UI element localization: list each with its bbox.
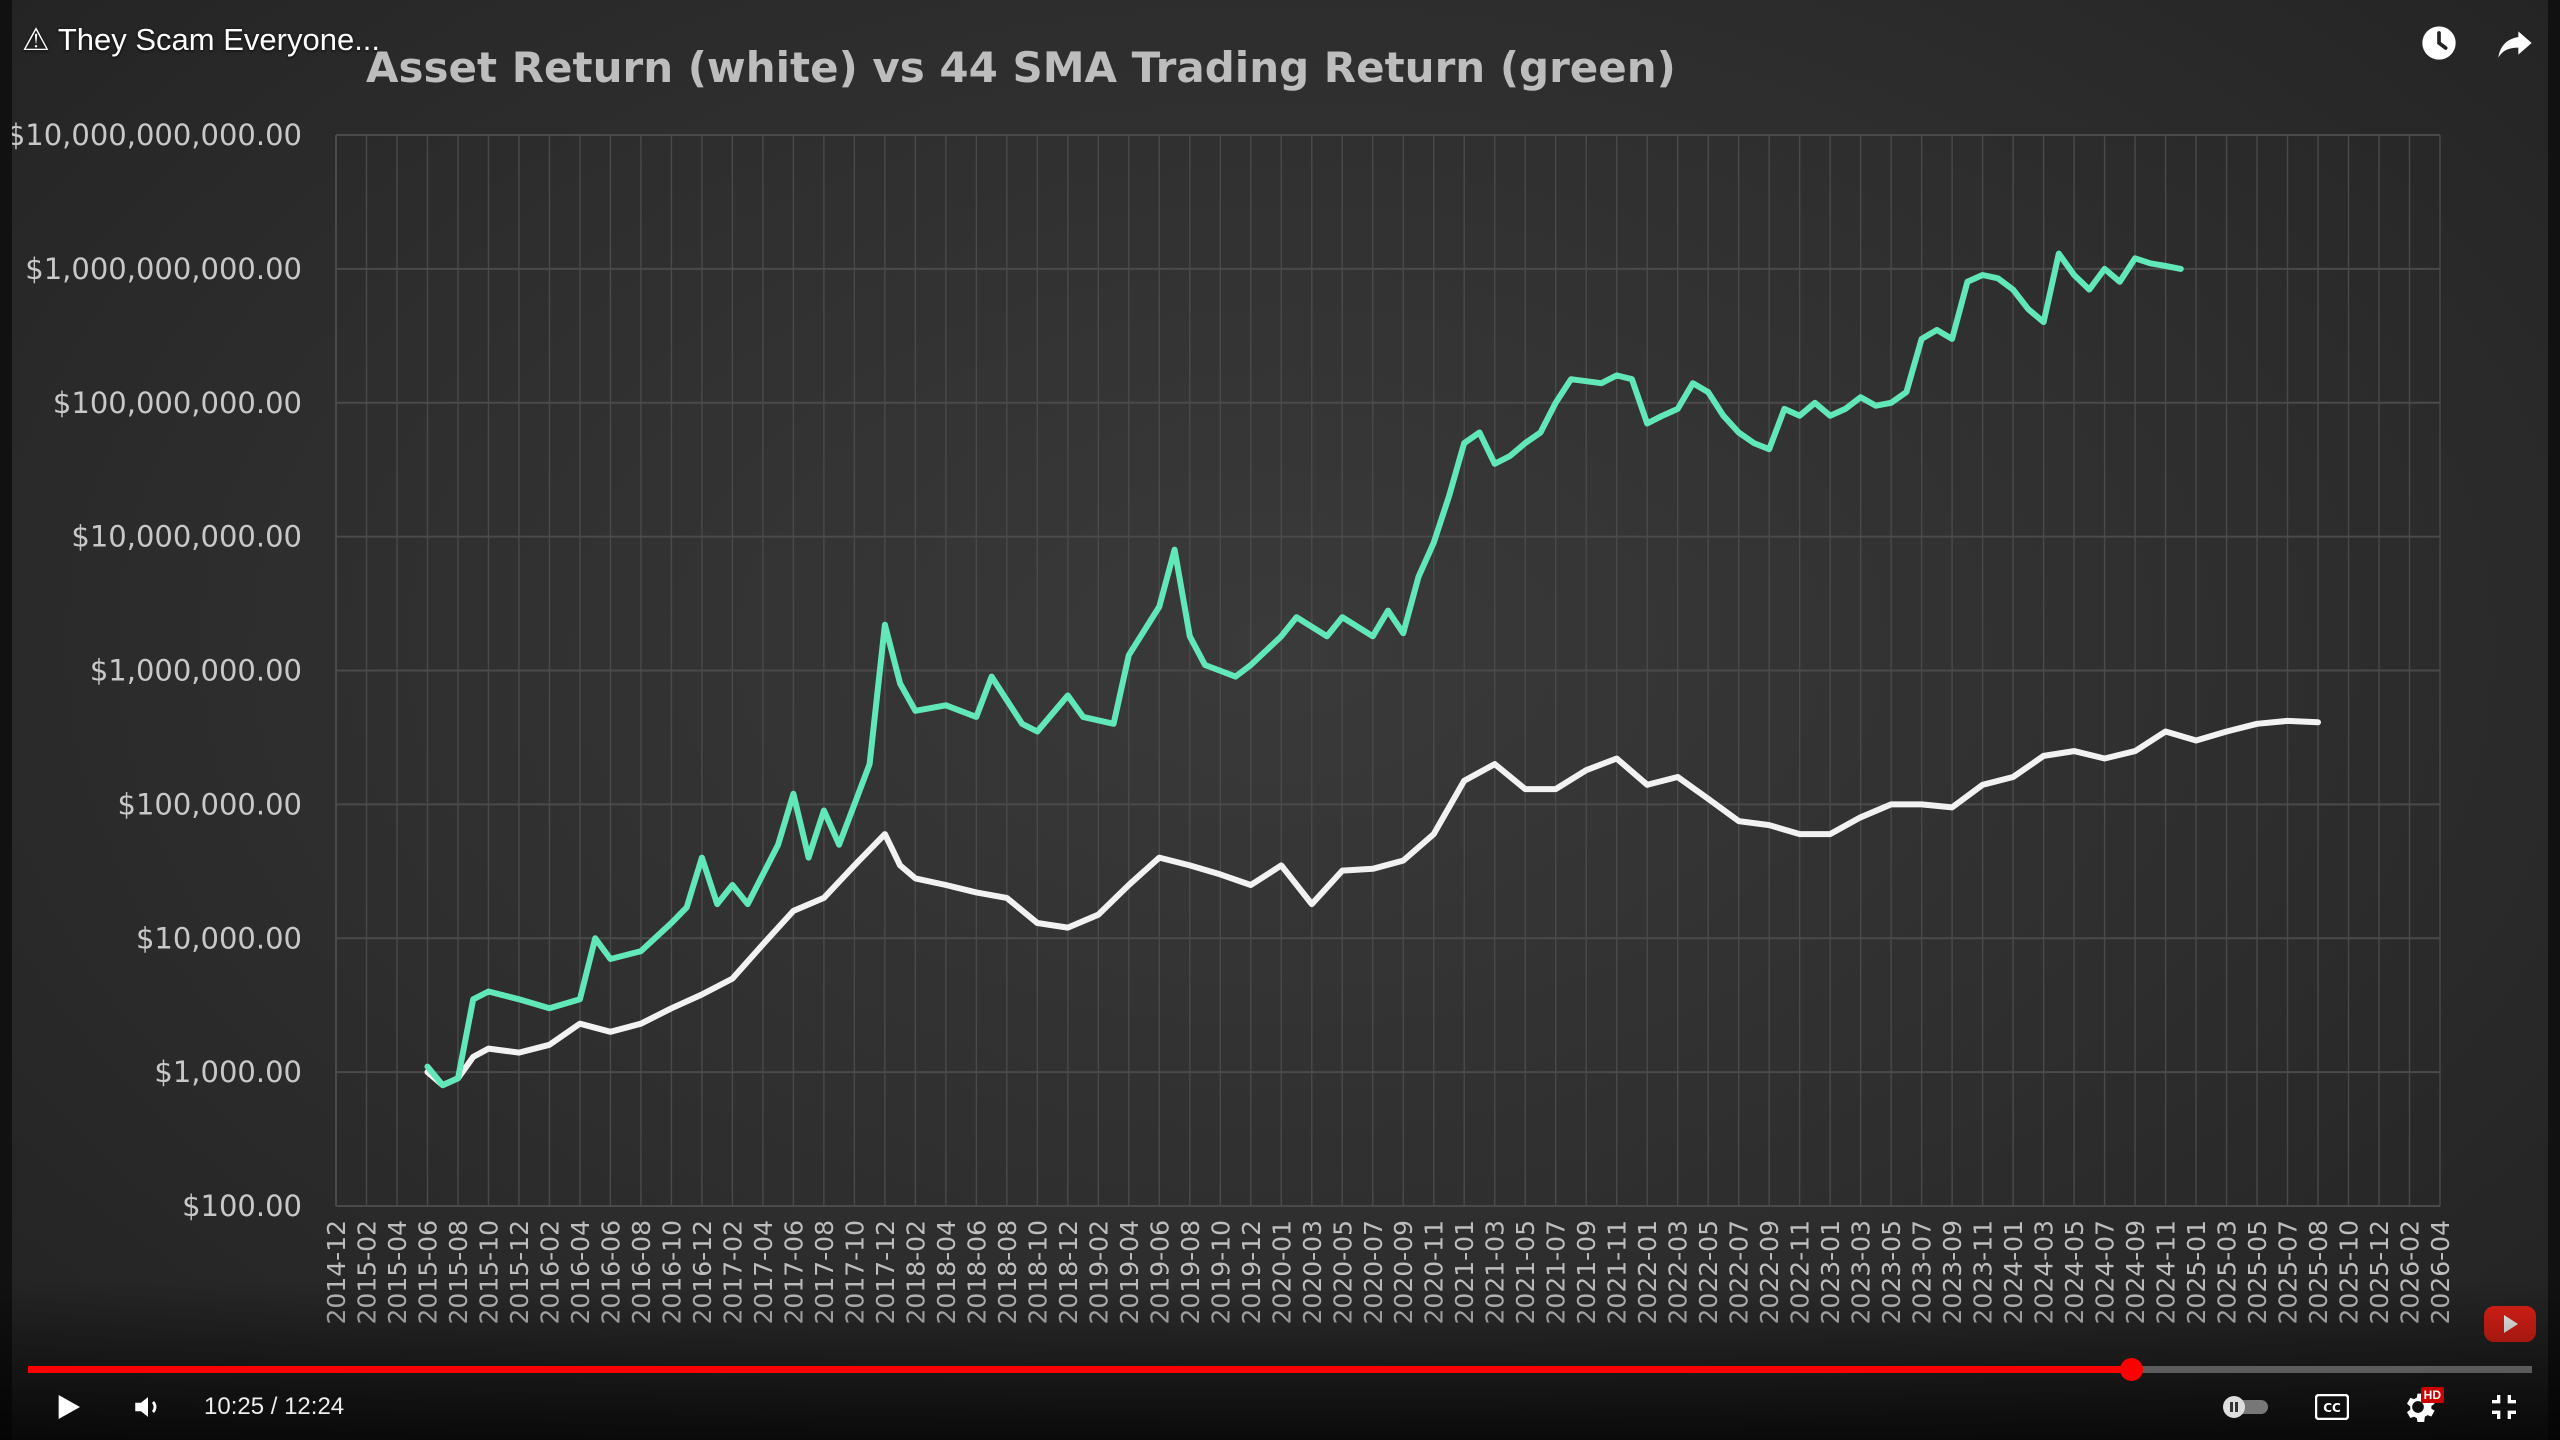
y-tick-label: $100,000.00 [118,787,303,821]
y-tick-label: $10,000.00 [136,921,302,955]
cc-icon: CC [2315,1394,2349,1420]
settings-button[interactable]: HD [2390,1379,2446,1435]
progress-scrubber[interactable] [2119,1358,2143,1381]
control-bar-left: 10:25 / 12:24 [0,1379,344,1435]
chart: $10,000,000,000.00 $1,000,000,000.00 $100,… [12,43,2455,1324]
control-bar: 10:25 / 12:24 CC HD [0,1378,2560,1436]
sma-trading-return-line [424,250,2184,1089]
exit-fullscreen-button[interactable] [2476,1379,2532,1435]
cc-button[interactable]: CC [2304,1379,2360,1435]
hd-badge: HD [2420,1387,2444,1403]
play-icon [58,1395,80,1419]
video-title[interactable]: ⚠ They Scam Everyone... [22,22,380,58]
y-tick-label: $10,000,000.00 [71,520,302,554]
time-total: 12:24 [284,1393,345,1420]
chart-title: Asset Return (white) vs 44 SMA Trading R… [366,43,1676,92]
video-frame-chart: $10,000,000,000.00 $1,000,000,000.00 $100,… [12,0,2548,1440]
mute-button[interactable] [120,1379,176,1435]
svg-text:CC: CC [2323,1401,2341,1415]
time-display: 10:25 / 12:24 [204,1393,344,1421]
y-tick-label: $100,000,000.00 [53,386,302,420]
video-title-text[interactable]: ⚠ They Scam Everyone... [22,22,381,57]
share-icon[interactable] [2490,18,2540,68]
y-tick-label: $1,000.00 [154,1055,302,1089]
time-current: 10:25 [204,1393,265,1420]
y-tick-label: $10,000,000,000.00 [12,118,302,152]
autoplay-toggle[interactable] [2218,1379,2274,1435]
y-tick-label: $1,000,000.00 [90,654,302,688]
progress-bar[interactable] [28,1358,2532,1381]
progress-played [28,1366,2131,1373]
exit-fullscreen-icon [2492,1395,2516,1419]
time-separator: / [264,1393,285,1420]
y-tick-label: $100.00 [182,1189,302,1223]
control-bar-right: CC HD [2218,1379,2532,1435]
play-button[interactable] [40,1379,96,1435]
top-right-actions [2414,18,2540,68]
watch-later-icon[interactable] [2414,18,2464,68]
asset-return-line [424,717,2321,1089]
y-tick-label: $1,000,000,000.00 [25,252,302,286]
volume-icon [135,1397,157,1417]
